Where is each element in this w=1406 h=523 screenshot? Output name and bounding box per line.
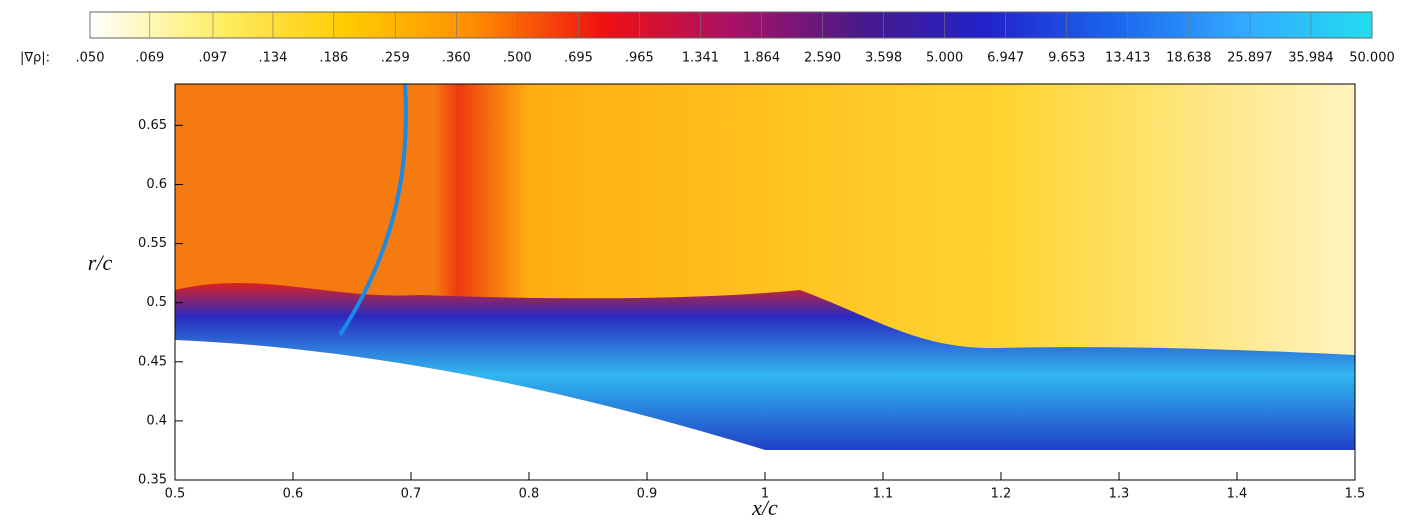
colorbar — [89, 11, 1373, 39]
colorbar-tick-label: .069 — [135, 51, 164, 66]
colorbar-tick-label: 1.341 — [682, 51, 719, 66]
x-tick-label: 0.6 — [283, 487, 304, 502]
shock — [338, 83, 408, 337]
y-tick-label: 0.65 — [138, 118, 167, 133]
colorbar-tick-label: 2.590 — [804, 51, 841, 66]
x-tick-label: 1.4 — [1227, 487, 1248, 502]
colorbar-label: |∇ρ|: — [20, 51, 50, 66]
colorbar-tick-label: .134 — [258, 51, 287, 66]
colorbar-tick-label: .050 — [76, 51, 105, 66]
y-tick-label: 0.35 — [138, 473, 167, 488]
x-tick-label: 1 — [761, 487, 769, 502]
colorbar-tick-label: .965 — [625, 51, 654, 66]
shear-layer — [175, 283, 1355, 450]
colorbar-tick-label: 9.653 — [1048, 51, 1085, 66]
x-tick-label: 1.2 — [991, 487, 1012, 502]
colorbar-tick-label: .259 — [381, 51, 410, 66]
colorbar-tick-label: 35.984 — [1288, 51, 1334, 66]
y-tick-label: 0.4 — [146, 413, 167, 428]
colorbar-tick-label: .695 — [564, 51, 593, 66]
x-tick-label: 1.1 — [873, 487, 894, 502]
colorbar-tick-label: 1.864 — [743, 51, 780, 66]
colorbar-tick-label: 6.947 — [987, 51, 1024, 66]
y-axis-title: r/c — [88, 250, 113, 275]
y-tick-label: 0.6 — [146, 177, 167, 192]
x-tick-label: 0.7 — [401, 487, 422, 502]
x-tick-label: 0.9 — [637, 487, 658, 502]
x-tick-label: 0.5 — [165, 487, 186, 502]
colorbar-tick-label: .500 — [503, 51, 532, 66]
y-tick-label: 0.55 — [138, 236, 167, 251]
colorbar-tick-label: 25.897 — [1227, 51, 1273, 66]
colorbar-tick-label: 18.638 — [1166, 51, 1212, 66]
colorbar-tick-label: .360 — [442, 51, 471, 66]
y-tick-label: 0.45 — [138, 354, 167, 369]
colorbar-tick-label: .186 — [319, 51, 348, 66]
x-tick-label: 0.8 — [519, 487, 540, 502]
x-tick-label: 1.3 — [1109, 487, 1130, 502]
colorbar-tick-label: 5.000 — [926, 51, 963, 66]
x-axis-title: x/c — [751, 495, 778, 520]
colorbar-tick-label: .097 — [199, 51, 228, 66]
y-tick-label: 0.5 — [146, 295, 167, 310]
x-tick-label: 1.5 — [1345, 487, 1366, 502]
body — [175, 340, 765, 450]
field — [175, 83, 1355, 480]
colorbar-tick-label: 13.413 — [1105, 51, 1151, 66]
colorbar-tick-label: 3.598 — [865, 51, 902, 66]
colorbar-tick-label: 50.000 — [1349, 51, 1395, 66]
